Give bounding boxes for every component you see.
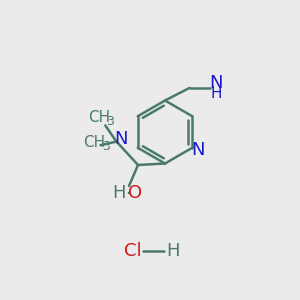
Text: N: N <box>191 141 204 159</box>
Text: Cl: Cl <box>124 242 142 260</box>
Text: CH: CH <box>83 135 106 150</box>
Text: H: H <box>166 242 180 260</box>
Text: N: N <box>114 130 128 148</box>
Text: H: H <box>112 184 126 202</box>
Text: H: H <box>210 86 222 101</box>
Text: ·: · <box>125 184 131 202</box>
Text: 3: 3 <box>106 115 114 128</box>
Text: O: O <box>128 184 142 202</box>
Text: CH: CH <box>88 110 110 125</box>
Text: N: N <box>209 74 223 92</box>
Text: 3: 3 <box>102 140 110 153</box>
